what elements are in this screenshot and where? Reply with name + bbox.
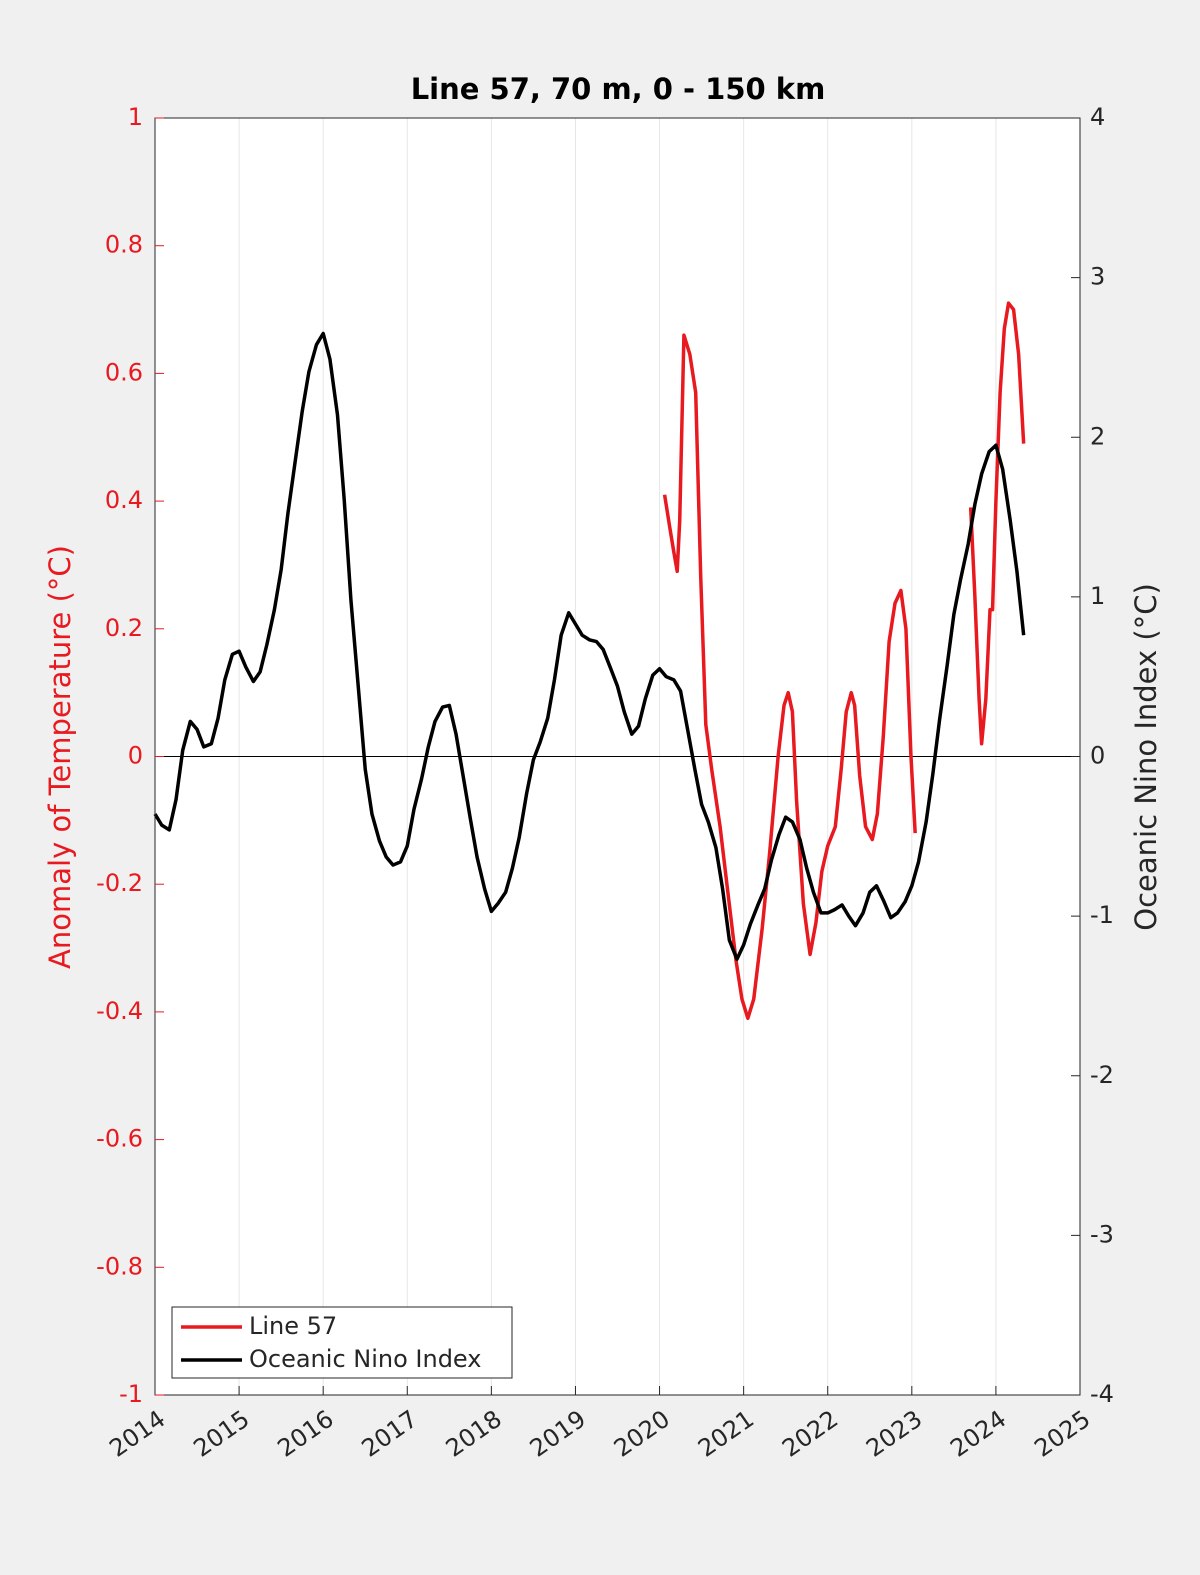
x-tick-label: 2016 xyxy=(273,1405,339,1463)
y-tick-label: 1 xyxy=(128,103,143,131)
y-tick-label: 0.4 xyxy=(105,486,143,514)
series-line xyxy=(662,301,1026,1021)
y-tick-label: -0.2 xyxy=(96,869,143,897)
series-line xyxy=(153,331,1026,961)
y-tick-label: -0.4 xyxy=(96,997,143,1025)
legend-label: Line 57 xyxy=(249,1312,337,1340)
y-tick-label: -1 xyxy=(119,1380,143,1408)
y2-tick-label: 0 xyxy=(1090,742,1105,770)
y-tick-label: 0 xyxy=(128,742,143,770)
x-tick-label: 2020 xyxy=(609,1405,675,1463)
y2-tick-label: -1 xyxy=(1090,901,1114,929)
x-tick-label: 2023 xyxy=(861,1405,927,1463)
y-tick-label: 0.8 xyxy=(105,231,143,259)
y2-tick-label: -4 xyxy=(1090,1380,1114,1408)
y-tick-label: 0.2 xyxy=(105,614,143,642)
y-tick-label: -0.6 xyxy=(96,1125,143,1153)
y-tick-label: 0.6 xyxy=(105,358,143,386)
x-tick-label: 2017 xyxy=(357,1405,423,1463)
legend-box xyxy=(171,1306,513,1379)
y-tick-label: -0.8 xyxy=(96,1252,143,1280)
y2-tick-label: -3 xyxy=(1090,1220,1114,1248)
y2-tick-label: 3 xyxy=(1090,263,1105,291)
legend-label: Oceanic Nino Index xyxy=(249,1345,481,1373)
x-tick-label: 2018 xyxy=(441,1405,507,1463)
y2-axis-label: Oceanic Nino Index (°C) xyxy=(1129,583,1163,931)
marks xyxy=(153,301,1026,1021)
y2-tick-label: 1 xyxy=(1090,582,1105,610)
x-tick-label: 2024 xyxy=(945,1405,1011,1463)
y2-tick-label: 4 xyxy=(1090,103,1105,131)
x-tick-label: 2022 xyxy=(777,1405,843,1463)
y2-tick-label: 2 xyxy=(1090,422,1105,450)
y2-tick-label: -2 xyxy=(1090,1061,1114,1089)
x-tick-label: 2025 xyxy=(1029,1405,1095,1463)
chart-title: Line 57, 70 m, 0 - 150 km xyxy=(411,72,826,106)
x-tick-label: 2021 xyxy=(693,1405,759,1463)
y-axis-label: Anomaly of Temperature (°C) xyxy=(43,545,77,969)
legend: Line 57 Oceanic Nino Index xyxy=(171,1306,513,1379)
x-tick-label: 2019 xyxy=(525,1405,591,1463)
x-tick-label: 2014 xyxy=(104,1405,170,1463)
x-tick-label: 2015 xyxy=(188,1405,254,1463)
